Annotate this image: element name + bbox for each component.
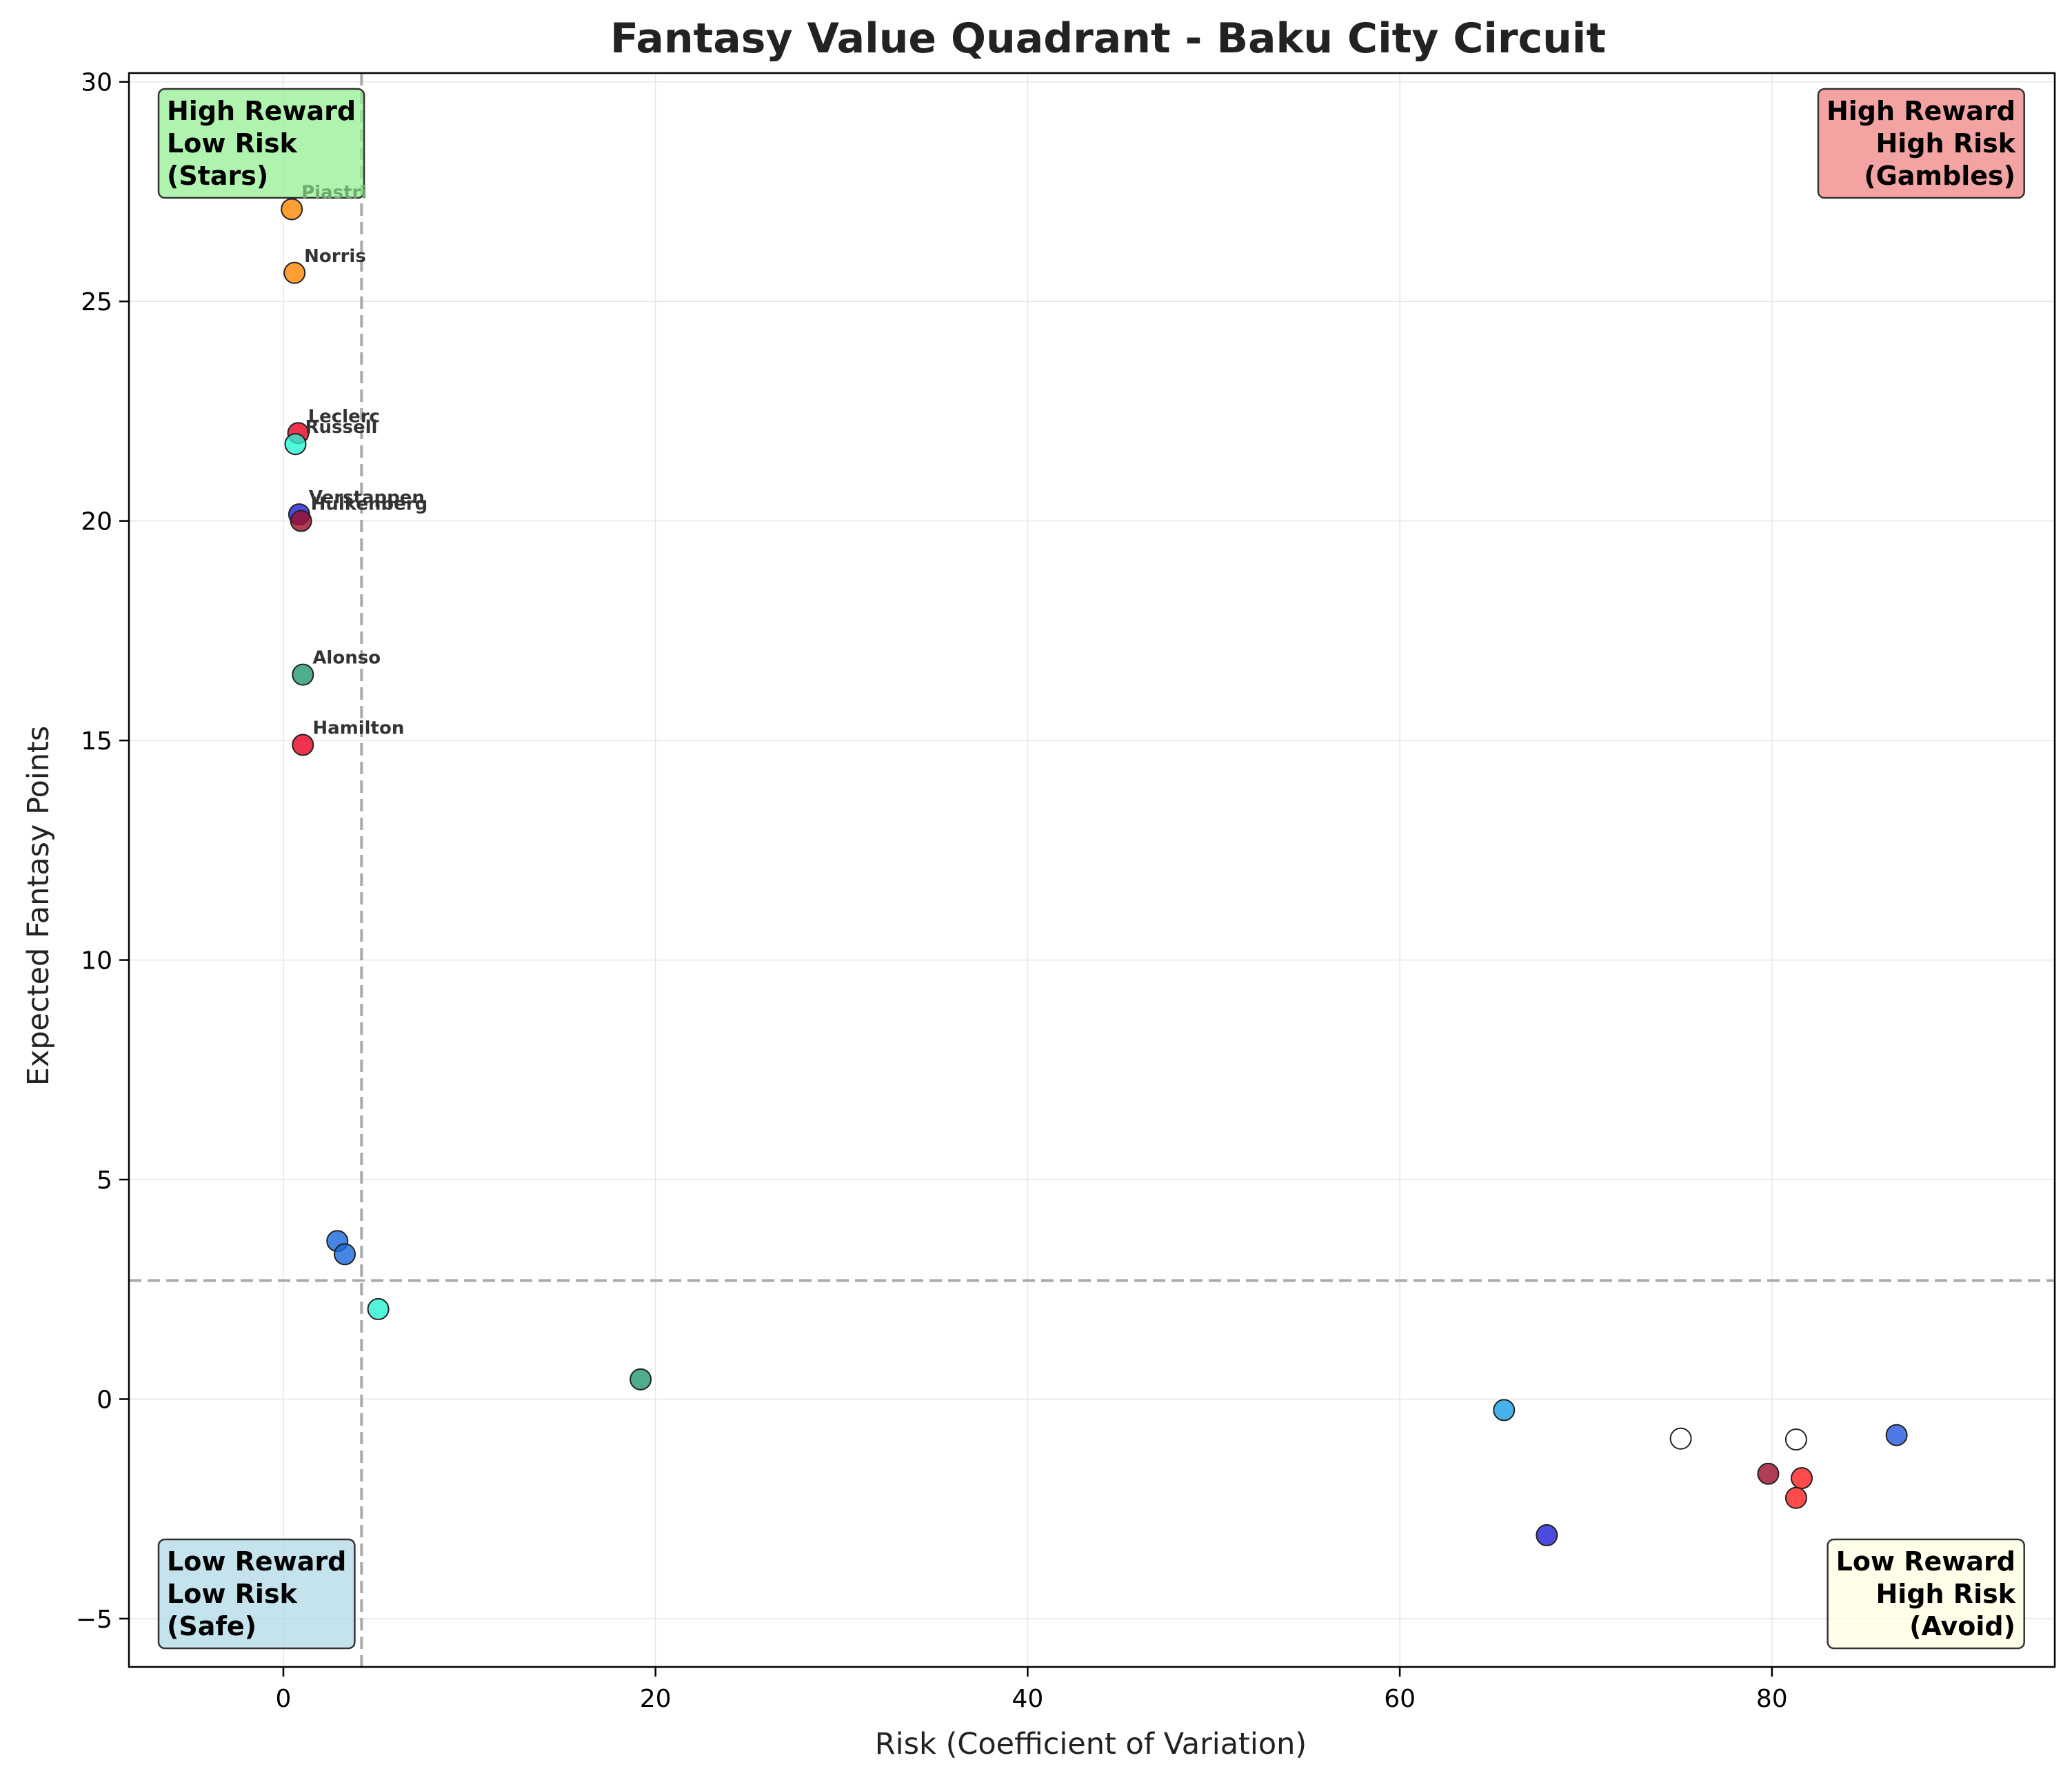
data-point <box>334 1243 356 1266</box>
data-point <box>1885 1424 1908 1446</box>
data-point <box>283 261 306 284</box>
point-label: Alonso <box>312 648 381 669</box>
data-point <box>367 1297 390 1320</box>
quadrant-label-line: Low Risk <box>167 128 298 159</box>
y-tick-label: −5 <box>76 1606 112 1634</box>
quadrant-label-bottom-left: Low Reward Low Risk (Safe) <box>157 1538 356 1650</box>
point-label: Russell <box>305 417 378 438</box>
quadrant-label-line: Low Reward <box>1836 1546 2015 1577</box>
data-point <box>290 509 312 532</box>
point-label: Hulkenberg <box>311 494 428 515</box>
quadrant-label-box <box>1817 88 2025 199</box>
data-point <box>1790 1467 1813 1490</box>
data-point <box>292 663 314 686</box>
x-tick-label: 40 <box>1012 1685 1043 1713</box>
quadrant-label-line: (Safe) <box>167 1611 257 1641</box>
y-tick-label: 30 <box>81 69 112 97</box>
x-axis: 0 20 40 60 80 <box>276 1667 1788 1713</box>
data-point <box>1669 1427 1692 1450</box>
data-points <box>281 198 1908 1546</box>
quadrant-label-line: (Avoid) <box>1909 1611 2015 1641</box>
quadrant-label-bottom-right: Low Reward High Risk (Avoid) <box>1827 1538 2025 1650</box>
quadrant-label-line: Low Reward <box>167 1546 346 1577</box>
y-axis-label: Expected Fantasy Points <box>21 726 56 1086</box>
data-point <box>1784 1486 1807 1509</box>
y-tick-label: 0 <box>97 1386 112 1414</box>
quadrant-label-line: High Risk <box>1876 1579 2016 1609</box>
quadrant-label-text: Low Reward Low Risk (Safe) <box>167 1546 346 1641</box>
point-label: Leclerc <box>308 406 380 427</box>
data-point <box>292 734 314 756</box>
grid-lines <box>129 73 2055 1667</box>
quadrant-label-line: (Stars) <box>167 161 268 191</box>
y-axis: −5 0 5 10 15 20 25 30 <box>76 69 129 1634</box>
y-tick-label: 25 <box>81 288 112 316</box>
quadrant-label-line: Low Risk <box>167 1579 298 1609</box>
data-point <box>1493 1399 1516 1422</box>
quadrant-label-line: High Reward <box>167 96 356 126</box>
quadrant-labels: High Reward Low Risk (Stars)High Reward Hig… <box>157 88 2025 1650</box>
y-tick-label: 20 <box>81 508 112 536</box>
data-point <box>1536 1524 1558 1546</box>
quadrant-label-box <box>157 1538 356 1650</box>
y-tick-label: 15 <box>81 727 112 756</box>
data-point <box>281 198 303 221</box>
point-label: Piastri <box>301 182 367 203</box>
x-tick-label: 0 <box>276 1685 292 1713</box>
point-label: Hamilton <box>312 718 404 738</box>
data-point <box>1784 1428 1807 1451</box>
quadrant-label-line: High Reward <box>1827 96 2015 126</box>
quadrant-label-box <box>1827 1538 2025 1650</box>
plot-area-frame <box>128 72 2056 1668</box>
quadrant-label-line: High Risk <box>1876 128 2016 159</box>
quadrant-label-text: Low Reward High Risk (Avoid) <box>1836 1546 2016 1641</box>
quadrant-label-text: High Reward Low Risk (Stars) <box>167 96 356 191</box>
quadrant-label-line: (Gambles) <box>1864 161 2015 191</box>
quadrant-label-box <box>157 88 365 199</box>
y-tick-label: 10 <box>81 947 112 975</box>
x-axis-label: Risk (Coefficient of Variation) <box>875 1727 1307 1761</box>
x-tick-label: 20 <box>640 1685 672 1713</box>
x-tick-label: 60 <box>1384 1685 1416 1713</box>
point-label: Verstappen <box>309 487 425 508</box>
quadrant-label-text: High Reward High Risk (Gambles) <box>1827 96 2016 191</box>
data-point <box>630 1368 652 1390</box>
point-label: Norris <box>304 246 366 267</box>
data-point <box>284 433 307 456</box>
quadrant-label-top-left: High Reward Low Risk (Stars) <box>157 88 365 199</box>
quadrant-label-top-right: High Reward High Risk (Gambles) <box>1817 88 2025 199</box>
data-point <box>1757 1462 1780 1485</box>
x-tick-label: 80 <box>1756 1685 1788 1713</box>
chart-title: Fantasy Value Quadrant - Baku City Circu… <box>610 14 1606 63</box>
reference-lines <box>129 73 2055 1667</box>
y-tick-label: 5 <box>97 1166 112 1195</box>
